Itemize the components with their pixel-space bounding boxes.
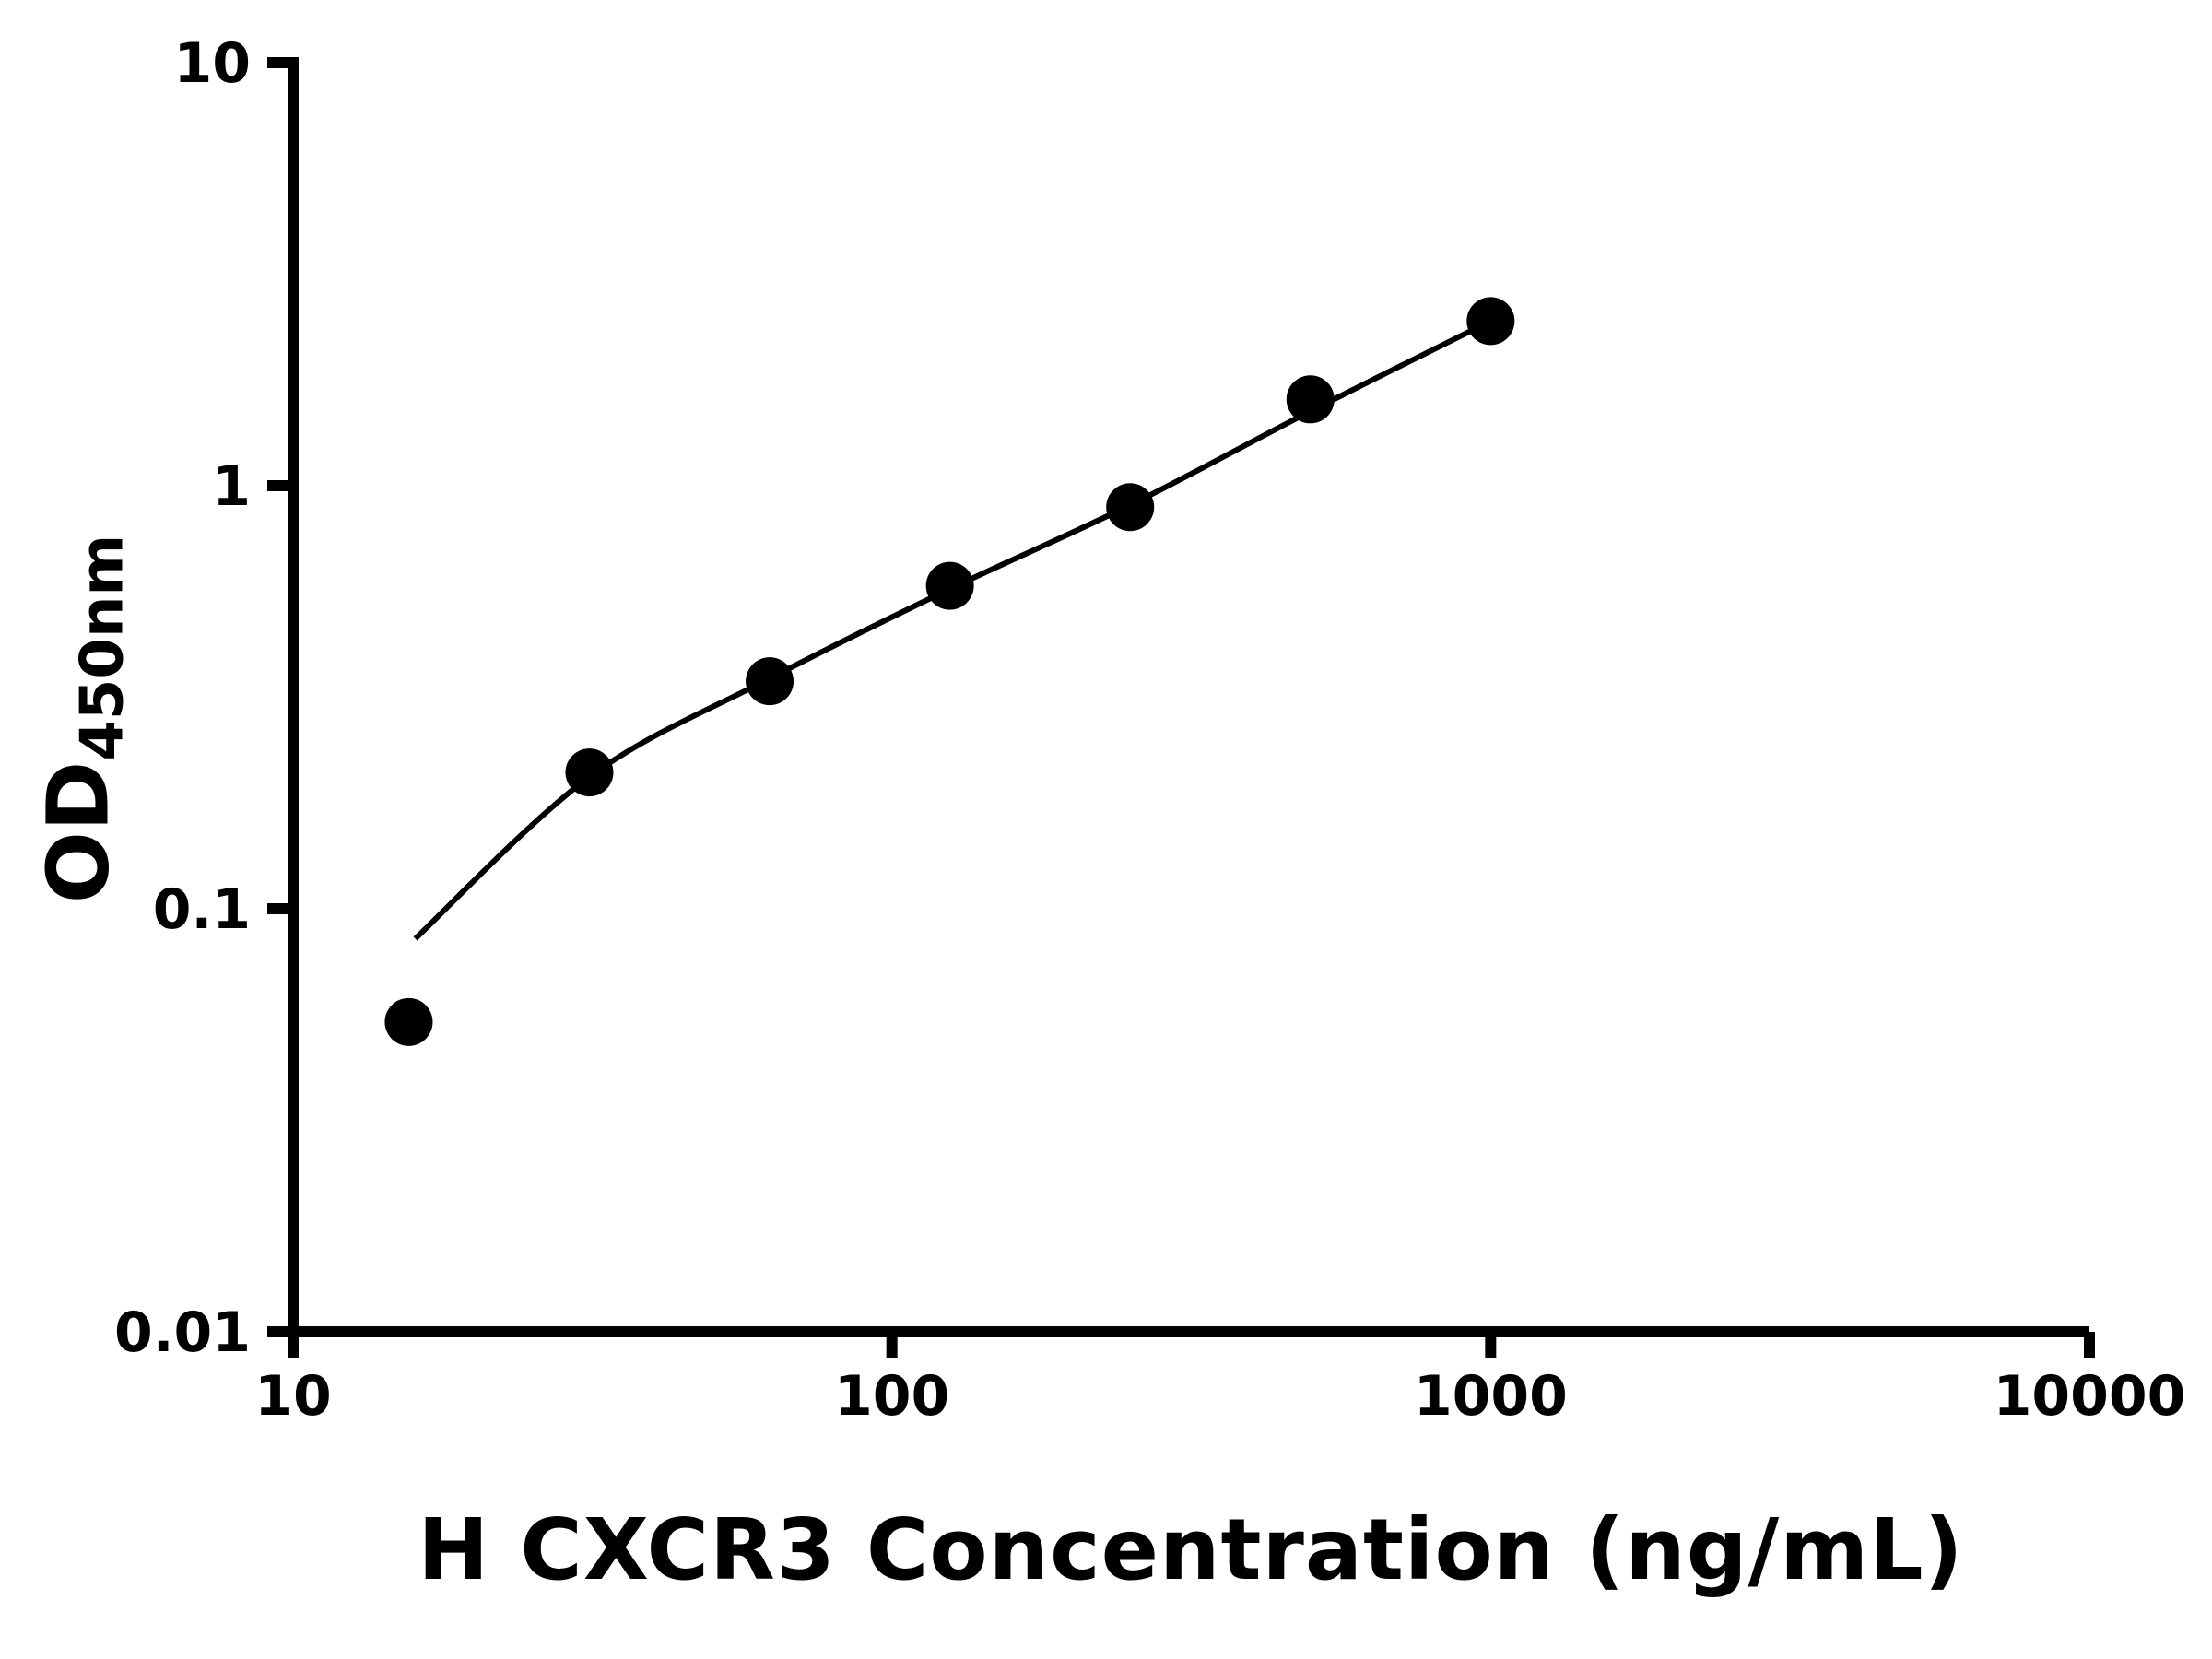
- y-tick-label: 0.01: [114, 1300, 251, 1365]
- x-axis-title: H CXCR3 Concentration (ng/mL): [418, 1500, 1963, 1599]
- data-point-marker: [746, 657, 794, 706]
- data-point-marker: [925, 561, 974, 610]
- x-tick-label: 1000: [1414, 1364, 1568, 1429]
- x-tick-label: 10000: [1994, 1364, 2186, 1429]
- x-tick-label: 100: [834, 1364, 949, 1429]
- x-tick-label: 10: [254, 1364, 332, 1429]
- y-axis-title-subscript: 450nm: [68, 534, 137, 761]
- data-point-marker: [384, 997, 433, 1046]
- data-point-marker: [1466, 297, 1515, 346]
- data-point-marker: [1286, 375, 1335, 424]
- axis-frame: [288, 57, 2089, 1337]
- x-axis-title-text: H CXCR3 Concentration (ng/mL): [418, 1500, 1964, 1599]
- y-tick-label: 0.1: [153, 877, 251, 942]
- y-axis-title-text: OD: [29, 760, 128, 904]
- y-axis-title: OD450nm: [29, 535, 137, 903]
- y-tick-label: 1: [212, 454, 251, 519]
- data-point-marker: [565, 748, 614, 797]
- data-point-marker: [1106, 483, 1155, 532]
- y-tick-label: 10: [174, 31, 252, 96]
